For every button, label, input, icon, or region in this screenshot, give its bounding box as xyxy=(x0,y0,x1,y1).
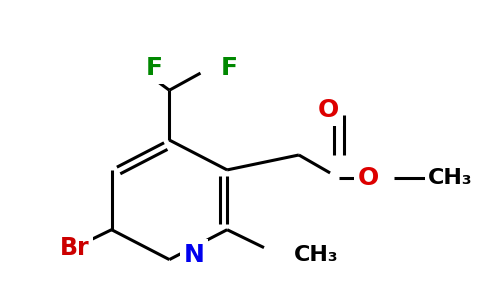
Text: F: F xyxy=(146,56,163,80)
Text: CH₃: CH₃ xyxy=(428,168,473,188)
Text: N: N xyxy=(184,243,205,267)
Text: O: O xyxy=(318,98,339,122)
Text: CH₃: CH₃ xyxy=(294,244,338,265)
Text: O: O xyxy=(358,166,379,190)
Text: F: F xyxy=(221,56,238,80)
Text: Br: Br xyxy=(60,236,90,260)
